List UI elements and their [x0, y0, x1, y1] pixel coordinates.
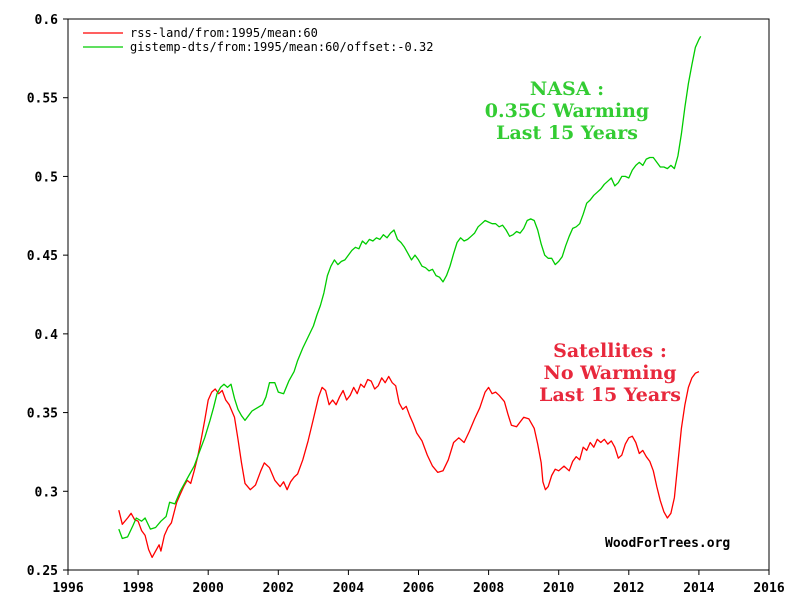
annotation-satellites: Satellites : No Warming Last 15 Years [539, 340, 681, 406]
x-tick-label: 1998 [122, 581, 153, 596]
annotation-nasa-line-3: Last 15 Years [496, 122, 638, 144]
x-tick-label: 2004 [333, 581, 364, 596]
x-tick-label: 2016 [753, 581, 784, 596]
series-layer [118, 35, 702, 559]
series-line-gistemp [118, 35, 702, 540]
x-tick-label: 2008 [473, 581, 504, 596]
y-tick-label: 0.35 [27, 407, 58, 422]
y-tick-label: 0.3 [35, 485, 58, 500]
x-axis: 1996 1998 2000 2002 2004 2006 2008 2010 2012 2014… [52, 570, 785, 596]
x-tick-label: 2002 [263, 581, 294, 596]
y-tick-label: 0.4 [35, 328, 59, 343]
series-line-rss-land [118, 371, 700, 559]
legend-label-gistemp: gistemp-dts/from:1995/mean:60/offset:-0.… [130, 40, 433, 54]
annotation-satellites-line-3: Last 15 Years [539, 384, 681, 406]
y-tick-label: 0.25 [27, 564, 58, 579]
annotation-nasa: NASA : 0.35C Warming Last 15 Years [485, 78, 649, 144]
y-tick-label: 0.5 [35, 170, 58, 185]
y-tick-label: 0.45 [27, 249, 58, 264]
annotation-nasa-line-2: 0.35C Warming [485, 100, 649, 122]
y-tick-label: 0.55 [27, 92, 58, 107]
x-tick-label: 2006 [403, 581, 434, 596]
legend-label-rss: rss-land/from:1995/mean:60 [130, 26, 318, 40]
annotation-satellites-line-2: No Warming [543, 362, 676, 384]
watermark: WoodForTrees.org [605, 536, 730, 551]
x-tick-label: 2012 [613, 581, 644, 596]
x-tick-label: 2014 [683, 581, 714, 596]
plot-area [67, 18, 770, 571]
x-tick-label: 1996 [52, 581, 83, 596]
y-tick-label: 0.6 [35, 13, 59, 28]
x-tick-label: 2000 [193, 581, 224, 596]
y-axis: 0.25 0.3 0.35 0.4 0.45 0.5 0.55 0.6 [27, 13, 68, 579]
annotation-nasa-line-1: NASA : [530, 78, 604, 100]
x-tick-label: 2010 [543, 581, 574, 596]
annotation-satellites-line-1: Satellites : [553, 340, 667, 362]
legend: rss-land/from:1995/mean:60 gistemp-dts/f… [83, 26, 433, 54]
